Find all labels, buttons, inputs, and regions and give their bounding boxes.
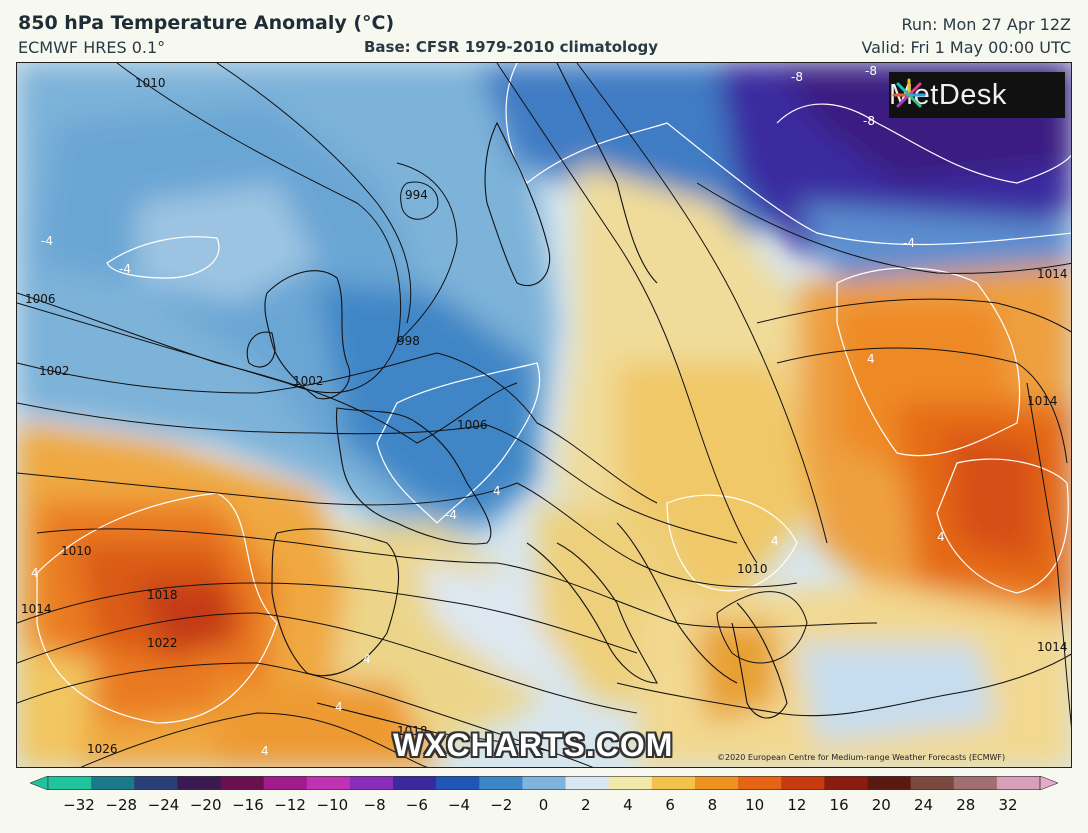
colorbar-segment (436, 776, 480, 790)
isobar-label: 1010 (61, 544, 92, 558)
colorbar-ticks: −32 −28 −24 −20 −16 −12 −10 −8 −6 −4 −2 0 2 4 6 8 10 12 16… (0, 796, 1088, 818)
isobar-label: 1014 (1027, 394, 1058, 408)
isobar-label: 1022 (147, 636, 178, 650)
anomaly-label: 4 (31, 566, 39, 580)
colorbar-tick-label: 0 (538, 796, 549, 814)
colorbar-segment (996, 776, 1041, 790)
colorbar-segment (306, 776, 351, 790)
isobars (17, 63, 1071, 767)
isobar-label: 1014 (1037, 267, 1068, 281)
anomaly-label: -8 (863, 114, 875, 128)
model-label: ECMWF HRES 0.1° (18, 38, 166, 57)
anomaly-label: 4 (261, 744, 269, 758)
colorbar-min-arrow (30, 776, 49, 790)
colorbar-segment (48, 776, 92, 790)
colorbar-segment (565, 776, 610, 790)
colorbar-tick-label: 8 (707, 796, 718, 814)
colorbar-segment (349, 776, 394, 790)
anomaly-label: -4 (445, 508, 457, 522)
colorbar-segment (479, 776, 523, 790)
colorbar-tick-label: −6 (405, 796, 428, 814)
anomaly-label: 4 (937, 530, 945, 544)
colorbar-segment (738, 776, 782, 790)
colorbar-tick-label: 16 (829, 796, 849, 814)
colorbar-segment (220, 776, 265, 790)
colorbar-segment (91, 776, 135, 790)
isobar-label: 1002 (39, 364, 70, 378)
isobar-label: 1006 (25, 292, 56, 306)
map-canvas: 1010 1006 1002 998 994 1002 1006 1010 10… (17, 63, 1071, 767)
anomaly-label: -4 (41, 234, 53, 248)
colorbar-segment (694, 776, 739, 790)
colorbar-tick-label: −32 (63, 796, 95, 814)
isobar-label: 1010 (135, 76, 166, 90)
isobar-label: 1002 (293, 374, 324, 388)
anomaly-label: 4 (335, 700, 343, 714)
colorbar-tick-label: 28 (956, 796, 976, 814)
colorbar-segment (393, 776, 437, 790)
colorbar-tick-label: −28 (105, 796, 138, 814)
metdesk-logo: MetDesk (889, 72, 1065, 118)
metdesk-burst-icon (892, 78, 926, 108)
isobar-label: 1018 (147, 588, 178, 602)
isobar-label: 994 (405, 188, 428, 202)
isobar-label: 1026 (87, 742, 118, 756)
isobar-label: 1014 (1037, 640, 1068, 654)
anomaly-label: -4 (119, 262, 131, 276)
chart-title: 850 hPa Temperature Anomaly (°C) (18, 12, 395, 34)
isobar-label: 1010 (737, 562, 768, 576)
colorbar-tick-label: −16 (232, 796, 264, 814)
coastlines (246, 63, 1071, 754)
colorbar-segment (522, 776, 567, 790)
colorbar-segment (134, 776, 178, 790)
anomaly-label: 4 (867, 352, 875, 366)
colorbar-tick-label: −10 (316, 796, 349, 814)
colorbar (30, 776, 1058, 790)
colorbar-max-arrow (1039, 776, 1058, 790)
colorbar-tick-label: −2 (490, 796, 513, 814)
colorbar-tick-label: 24 (913, 796, 934, 814)
colorbar-tick-label: 20 (871, 796, 891, 814)
colorbar-segment (910, 776, 955, 790)
isobar-label: 1006 (457, 418, 488, 432)
anomaly-label: -8 (865, 64, 877, 78)
run-time: Run: Mon 27 Apr 12Z (901, 15, 1071, 34)
colorbar-segment (608, 776, 653, 790)
colorbar-tick-label: 32 (998, 796, 1018, 814)
colorbar-tick-label: 10 (745, 796, 765, 814)
colorbar-tick-label: 12 (787, 796, 807, 814)
colorbar-segment (177, 776, 222, 790)
colorbar-segment (781, 776, 825, 790)
colorbar-segment (263, 776, 308, 790)
colorbar-segment (867, 776, 912, 790)
colorbar-segment (651, 776, 696, 790)
anomaly-label: 4 (771, 534, 779, 548)
anomaly-label: 4 (363, 652, 371, 666)
isobar-label: 998 (397, 334, 420, 348)
isobar-label: 1018 (397, 724, 428, 738)
colorbar-tick-label: −24 (147, 796, 180, 814)
colorbar-tick-label: −4 (447, 796, 471, 814)
colorbar-segment (824, 776, 868, 790)
map-labels: 1010 1006 1002 998 994 1002 1006 1010 10… (21, 64, 1068, 758)
climatology-base: Base: CFSR 1979-2010 climatology (364, 38, 659, 56)
anomaly-map: 1010 1006 1002 998 994 1002 1006 1010 10… (16, 62, 1072, 768)
isobar-label: 1014 (21, 602, 52, 616)
anomaly-label: -4 (903, 236, 915, 250)
colorbar-tick-label: −12 (274, 796, 306, 814)
valid-time: Valid: Fri 1 May 00:00 UTC (861, 38, 1071, 57)
colorbar-tick-label: −20 (189, 796, 222, 814)
anomaly-label: -8 (791, 70, 803, 84)
anomaly-field (17, 63, 1071, 767)
anomaly-label: 4 (493, 484, 501, 498)
colorbar-tick-label: 2 (580, 796, 591, 814)
colorbar-tick-label: 6 (665, 796, 675, 814)
colorbar-tick-label: 4 (623, 796, 633, 814)
header: 850 hPa Temperature Anomaly (°C) ECMWF H… (0, 0, 1088, 62)
colorbar-tick-label: −8 (363, 796, 386, 814)
wxcharts-watermark: WXCHARTS.COM (393, 727, 674, 763)
ecmwf-credit: ©2020 European Centre for Medium-range W… (717, 753, 1006, 762)
colorbar-segment (953, 776, 998, 790)
